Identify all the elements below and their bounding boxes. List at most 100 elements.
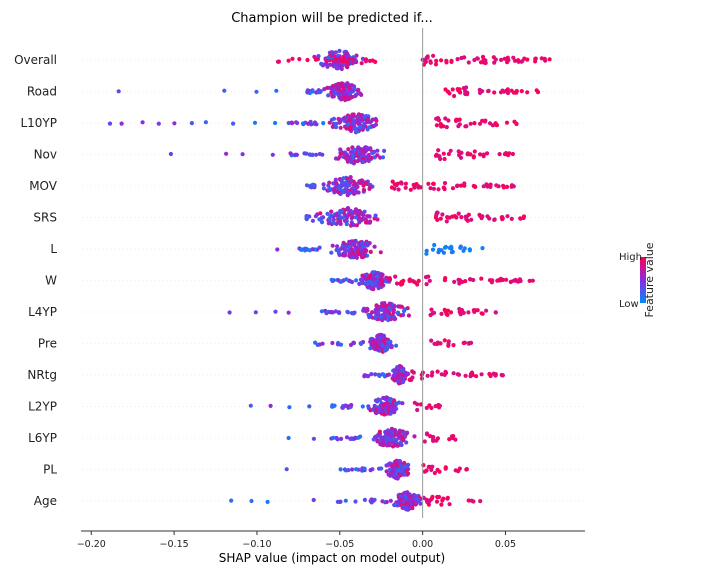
shap-point-nrtg	[500, 373, 505, 378]
shap-point-mov	[442, 181, 448, 186]
shap-point-overall	[333, 50, 338, 55]
shap-point-l	[347, 244, 352, 249]
shap-point-nrtg	[425, 373, 430, 378]
feature-label: NRtg	[27, 368, 57, 382]
shap-point-overall	[516, 59, 521, 64]
shap-point-mov	[346, 182, 351, 187]
feature-label: W	[45, 274, 57, 288]
shap-point-l10yp	[468, 121, 473, 126]
shap-point-w	[368, 285, 373, 290]
shap-point-mov	[389, 185, 394, 190]
shap-point-age	[414, 500, 419, 505]
shap-point-nov	[357, 146, 363, 152]
shap-point-pre	[442, 338, 447, 343]
shap-point-road	[355, 88, 360, 93]
shap-point-nov	[314, 152, 319, 157]
shap-point-overall	[350, 61, 355, 66]
shap-point-age	[384, 499, 389, 505]
shap-point-pre	[451, 343, 456, 348]
shap-point-nov	[382, 148, 387, 153]
shap-point-srs	[505, 214, 510, 219]
x-tick-label: −0.05	[325, 539, 354, 550]
shap-point-road	[344, 91, 349, 96]
shap-point-road	[353, 93, 358, 98]
colorbar-axis-label: Feature value	[643, 242, 656, 317]
shap-point-srs	[326, 221, 331, 226]
shap-point-pre	[368, 346, 373, 351]
shap-point-l6yp	[349, 436, 354, 441]
shap-point-srs	[363, 220, 369, 225]
shap-point-pre	[380, 333, 385, 338]
shap-point-l	[432, 242, 437, 248]
shap-point-pre	[373, 338, 378, 343]
shap-point-overall	[511, 55, 516, 60]
shap-point-mov	[426, 181, 431, 186]
shap-point-road	[341, 88, 346, 93]
shap-point-pre	[335, 342, 340, 347]
shap-point-pl	[402, 464, 407, 469]
shap-point-road	[445, 89, 450, 94]
shap-point-srs	[444, 219, 449, 224]
shap-point-l	[368, 249, 373, 254]
shap-point-l4yp	[337, 310, 342, 315]
shap-point-l6yp	[344, 435, 350, 440]
shap-point-l10yp	[370, 117, 375, 122]
shap-point-l10yp	[351, 120, 356, 125]
shap-point-l4yp	[479, 311, 484, 316]
shap-point-l	[346, 248, 351, 253]
shap-point-l4yp	[445, 312, 450, 317]
shap-point-l10yp	[482, 119, 488, 124]
shap-point-pl	[457, 466, 462, 471]
shap-point-pl	[284, 467, 289, 472]
shap-point-road	[222, 88, 227, 93]
shap-point-pre	[372, 346, 377, 351]
shap-point-l6yp	[404, 440, 409, 445]
shap-point-pl	[354, 467, 359, 472]
shap-point-road	[326, 93, 331, 98]
shap-point-l6yp	[384, 436, 389, 442]
shap-point-srs	[344, 222, 349, 227]
shap-point-mov	[396, 187, 401, 192]
shap-point-l6yp	[374, 435, 379, 440]
shap-point-w	[367, 275, 372, 280]
shap-point-l2yp	[268, 403, 273, 408]
shap-point-w	[379, 278, 384, 283]
shap-point-srs	[492, 217, 497, 222]
shap-point-age	[395, 503, 400, 508]
feature-label: PL	[43, 463, 57, 477]
x-tick-label: −0.10	[242, 539, 271, 550]
shap-point-pl	[464, 467, 469, 472]
shap-point-l4yp	[373, 316, 378, 321]
shap-point-l2yp	[307, 404, 312, 409]
shap-point-road	[519, 89, 524, 94]
shap-point-srs	[469, 217, 474, 222]
shap-point-srs	[362, 209, 367, 214]
shap-point-l	[310, 247, 315, 252]
shap-point-nrtg	[381, 372, 386, 377]
shap-point-l2yp	[392, 408, 397, 413]
shap-point-l6yp	[378, 442, 383, 447]
shap-point-road	[330, 84, 335, 89]
shap-point-srs	[477, 212, 482, 217]
shap-point-mov	[345, 193, 350, 198]
shap-point-mov	[442, 187, 447, 192]
shap-point-nov	[478, 152, 483, 157]
shap-point-road	[346, 85, 352, 90]
shap-point-pl	[432, 470, 437, 476]
shap-point-w	[479, 276, 484, 281]
shap-point-road	[534, 88, 539, 93]
shap-point-w	[471, 277, 476, 283]
shap-point-l10yp	[472, 121, 477, 126]
shap-point-overall	[305, 57, 310, 63]
shap-point-l6yp	[392, 428, 397, 433]
shap-point-l	[430, 247, 436, 252]
shap-point-age	[434, 499, 440, 504]
shap-point-l6yp	[424, 431, 430, 436]
shap-point-nov	[308, 152, 313, 157]
shap-point-nov	[485, 151, 490, 156]
shap-point-nov	[465, 152, 470, 157]
shap-point-pre	[394, 343, 399, 348]
shap-point-pl	[395, 469, 401, 474]
shap-point-nrtg	[369, 372, 374, 377]
shap-point-pre	[434, 341, 439, 346]
